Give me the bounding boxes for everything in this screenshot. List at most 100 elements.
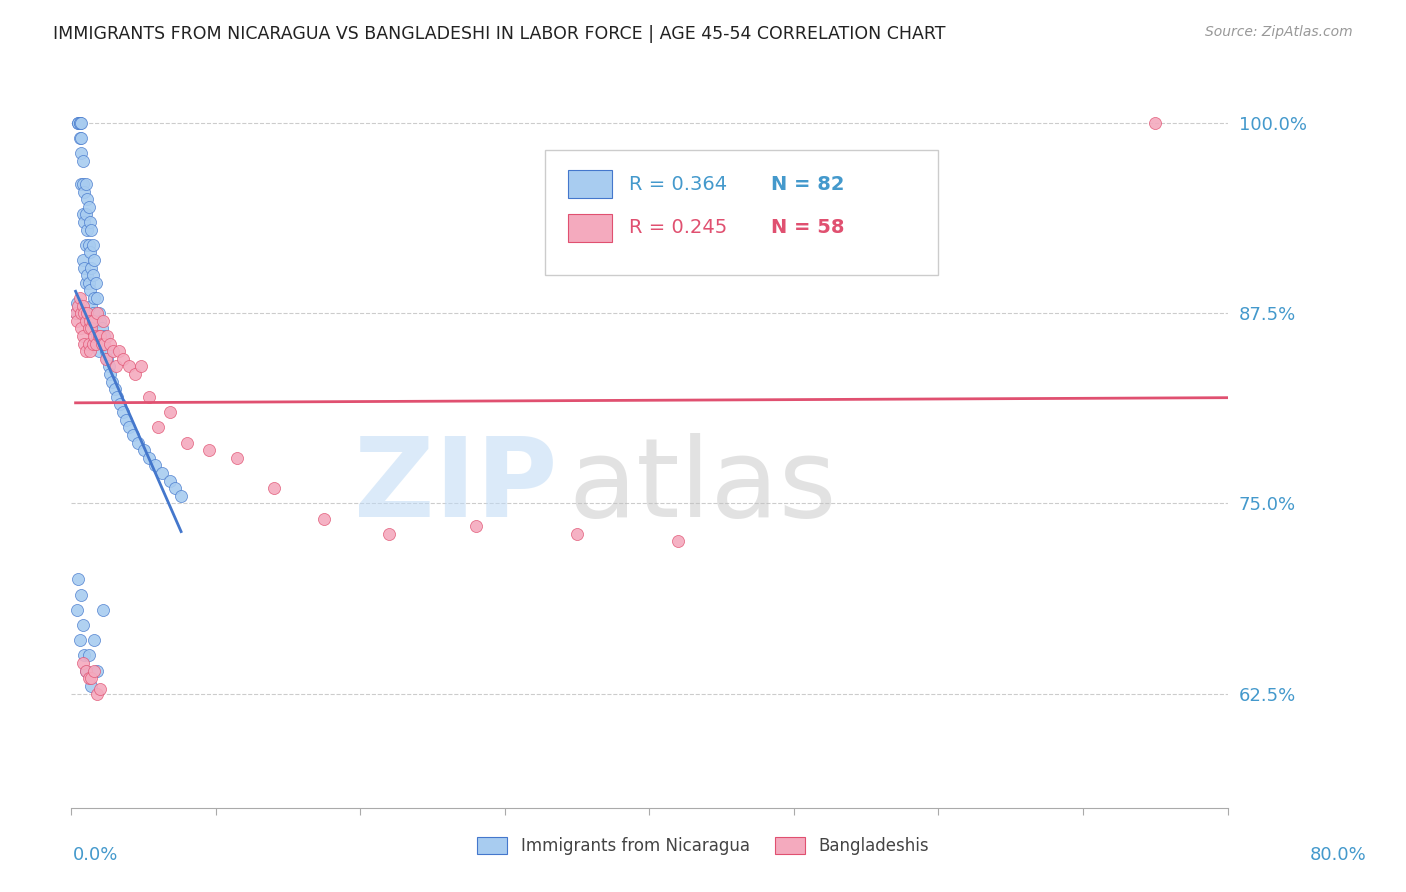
- Point: [150, 466, 173, 480]
- Text: IMMIGRANTS FROM NICARAGUA VS BANGLADESHI IN LABOR FORCE | AGE 45-54 CORRELATION : IMMIGRANTS FROM NICARAGUA VS BANGLADESHI…: [53, 25, 946, 43]
- Point: [70, 177, 93, 191]
- Point: [124, 367, 146, 381]
- Point: [80, 671, 103, 685]
- Point: [666, 534, 689, 549]
- Point: [69, 131, 91, 145]
- Point: [82, 314, 104, 328]
- Point: [75, 207, 97, 221]
- Point: [112, 405, 135, 419]
- Point: [73, 215, 96, 229]
- Point: [90, 321, 112, 335]
- Point: [77, 336, 100, 351]
- Point: [69, 116, 91, 130]
- Point: [159, 405, 181, 419]
- Point: [69, 633, 91, 648]
- Point: [127, 435, 149, 450]
- Point: [73, 185, 96, 199]
- FancyBboxPatch shape: [568, 214, 613, 242]
- Point: [118, 359, 141, 374]
- Point: [82, 306, 104, 320]
- Point: [77, 321, 100, 335]
- Point: [75, 177, 97, 191]
- Text: 80.0%: 80.0%: [1310, 846, 1367, 863]
- Point: [101, 344, 124, 359]
- Point: [75, 314, 97, 328]
- Point: [84, 314, 107, 328]
- Point: [79, 344, 101, 359]
- Point: [87, 329, 110, 343]
- Point: [80, 260, 103, 275]
- Point: [72, 329, 94, 343]
- Point: [67, 116, 90, 130]
- Point: [138, 390, 160, 404]
- Legend: Immigrants from Nicaragua, Bangladeshis: Immigrants from Nicaragua, Bangladeshis: [471, 830, 935, 862]
- Point: [79, 245, 101, 260]
- FancyBboxPatch shape: [568, 170, 613, 198]
- Point: [96, 351, 118, 366]
- Point: [129, 359, 152, 374]
- Point: [86, 306, 108, 320]
- Point: [83, 664, 105, 678]
- Point: [80, 321, 103, 335]
- Point: [79, 215, 101, 229]
- Point: [70, 131, 93, 145]
- Point: [165, 481, 187, 495]
- Point: [83, 291, 105, 305]
- Point: [82, 336, 104, 351]
- Point: [77, 648, 100, 663]
- Point: [378, 526, 401, 541]
- Point: [73, 260, 96, 275]
- Point: [72, 252, 94, 267]
- Point: [176, 435, 198, 450]
- Point: [66, 603, 89, 617]
- Point: [75, 664, 97, 678]
- Point: [76, 192, 98, 206]
- Point: [84, 336, 107, 351]
- Point: [76, 268, 98, 283]
- Point: [86, 686, 108, 700]
- Point: [96, 329, 118, 343]
- Text: N = 82: N = 82: [770, 175, 844, 194]
- Point: [86, 291, 108, 305]
- Point: [73, 648, 96, 663]
- Point: [115, 413, 138, 427]
- Point: [143, 458, 166, 473]
- Point: [83, 252, 105, 267]
- Point: [91, 314, 114, 328]
- Point: [104, 382, 127, 396]
- Point: [72, 177, 94, 191]
- Point: [107, 390, 129, 404]
- Point: [67, 116, 90, 130]
- Point: [105, 359, 128, 374]
- Point: [70, 116, 93, 130]
- Point: [93, 336, 115, 351]
- Point: [146, 420, 169, 434]
- Point: [69, 116, 91, 130]
- Point: [75, 664, 97, 678]
- Point: [72, 154, 94, 169]
- Text: Source: ZipAtlas.com: Source: ZipAtlas.com: [1205, 25, 1353, 39]
- Point: [226, 450, 249, 465]
- Point: [98, 367, 121, 381]
- Point: [87, 344, 110, 359]
- Point: [77, 237, 100, 252]
- Point: [87, 306, 110, 320]
- Point: [65, 306, 87, 320]
- Point: [98, 336, 121, 351]
- Point: [91, 603, 114, 617]
- Point: [89, 681, 111, 696]
- Point: [66, 295, 89, 310]
- Point: [77, 200, 100, 214]
- Point: [79, 314, 101, 328]
- Point: [197, 443, 219, 458]
- Point: [80, 222, 103, 236]
- Point: [76, 222, 98, 236]
- Point: [75, 276, 97, 290]
- Point: [72, 299, 94, 313]
- Point: [132, 443, 155, 458]
- Point: [77, 276, 100, 290]
- Point: [83, 329, 105, 343]
- Text: R = 0.364: R = 0.364: [628, 175, 727, 194]
- Point: [86, 664, 108, 678]
- Point: [97, 359, 120, 374]
